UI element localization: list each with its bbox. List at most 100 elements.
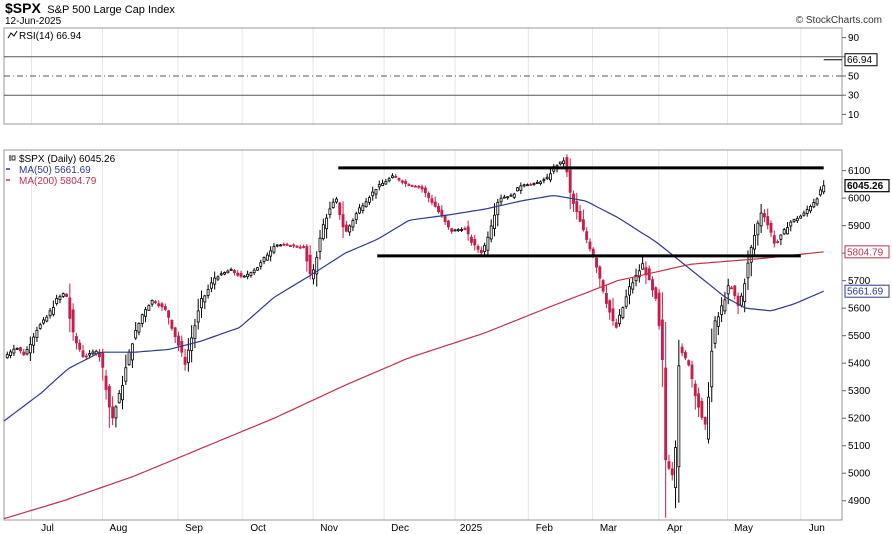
candle-body xyxy=(660,319,664,361)
candle-body xyxy=(147,305,151,311)
candle-body xyxy=(374,189,378,195)
candle-body xyxy=(335,198,338,203)
candle-body xyxy=(157,303,161,307)
candle-body xyxy=(285,243,289,246)
stockcharts-credit[interactable]: © StockCharts.com xyxy=(795,15,882,26)
rsi-tick-label: 10 xyxy=(848,110,860,121)
candle-body xyxy=(437,205,440,213)
candle-body xyxy=(414,185,417,188)
rsi-tick-label: 30 xyxy=(848,91,860,102)
candle-body xyxy=(394,175,398,178)
candle-body xyxy=(229,268,233,271)
x-tick-label: Dec xyxy=(391,523,409,534)
candle-body xyxy=(25,349,29,355)
candle-body xyxy=(743,283,747,302)
candle-body xyxy=(657,292,661,327)
candle-body xyxy=(144,309,147,317)
candle-body xyxy=(795,218,799,222)
candle-body xyxy=(562,160,566,164)
candle-body xyxy=(61,293,65,297)
candle-body xyxy=(502,196,506,199)
candle-body xyxy=(19,347,22,352)
candle-body xyxy=(111,406,115,419)
candle-body xyxy=(5,354,9,359)
candle-body xyxy=(51,306,55,315)
candle-body xyxy=(568,169,572,193)
candle-body xyxy=(338,202,342,216)
price-tick-label: 5400 xyxy=(848,359,871,370)
candle-body xyxy=(450,228,454,232)
candle-body xyxy=(456,229,460,231)
candle-body xyxy=(153,301,157,304)
candle-body xyxy=(519,185,523,191)
candle-body xyxy=(364,201,368,208)
candle-body xyxy=(98,351,101,358)
candle-body xyxy=(674,447,677,488)
candle-body xyxy=(558,161,562,165)
candle-body xyxy=(256,267,259,271)
candle-body xyxy=(262,257,266,262)
candle-body xyxy=(209,282,213,289)
candle-body xyxy=(664,367,668,461)
candle-body xyxy=(206,289,210,296)
candle-body xyxy=(618,314,622,324)
candle-body xyxy=(423,187,427,194)
candle-body xyxy=(9,351,13,356)
candle-body xyxy=(720,305,724,315)
candle-body xyxy=(654,287,658,299)
candle-body xyxy=(177,335,180,346)
candle-body xyxy=(667,461,671,469)
candle-body xyxy=(269,250,273,257)
candle-body xyxy=(634,275,638,282)
x-tick-label: Sep xyxy=(185,523,203,534)
candle-body xyxy=(621,307,625,318)
candle-body xyxy=(516,187,519,192)
candle-body xyxy=(739,295,743,306)
price-tick-label: 5100 xyxy=(848,441,871,452)
candle-body xyxy=(348,225,352,233)
candle-body xyxy=(121,385,124,401)
chart-header: $SPX S&P 500 Large Cap Index xyxy=(5,0,175,18)
candle-body xyxy=(779,234,783,240)
candle-body xyxy=(782,229,786,235)
price-value-label: 5661.69 xyxy=(847,287,884,298)
candle-body xyxy=(203,295,207,303)
candle-body xyxy=(786,227,789,235)
candle-body xyxy=(614,322,618,328)
candle-body xyxy=(384,181,388,185)
candle-body xyxy=(242,275,246,278)
candle-body xyxy=(101,352,105,368)
candle-body xyxy=(598,266,602,279)
candle-body xyxy=(631,282,635,290)
x-tick-label: 2025 xyxy=(460,523,483,534)
candle-body xyxy=(321,224,325,240)
candle-body xyxy=(713,320,717,344)
price-value-box xyxy=(844,245,890,259)
ma50-line xyxy=(3,195,824,422)
rsi-tick-label: 50 xyxy=(848,72,860,83)
candle-body xyxy=(35,329,39,338)
price-tick-label: 6100 xyxy=(848,166,871,177)
x-tick-label: Jul xyxy=(41,523,54,534)
price-legend-text: MA(200) 5804.79 xyxy=(19,176,97,187)
candle-body xyxy=(302,246,306,248)
candle-body xyxy=(377,184,381,188)
x-tick-label: May xyxy=(734,523,753,534)
candle-body xyxy=(697,393,701,408)
candle-body xyxy=(690,364,694,380)
candle-body xyxy=(371,191,375,197)
candle-body xyxy=(529,183,533,186)
rsi-legend-icon xyxy=(7,30,18,39)
price-tick-label: 5200 xyxy=(848,414,871,425)
candle-body xyxy=(397,177,401,181)
candle-body xyxy=(535,181,539,184)
candle-body xyxy=(292,244,296,247)
candle-body xyxy=(476,246,480,250)
candle-body xyxy=(575,201,579,213)
candle-body xyxy=(213,277,217,285)
candle-body xyxy=(81,350,85,357)
candle-body xyxy=(134,330,138,339)
candle-body xyxy=(74,336,78,344)
candle-body xyxy=(183,356,187,365)
